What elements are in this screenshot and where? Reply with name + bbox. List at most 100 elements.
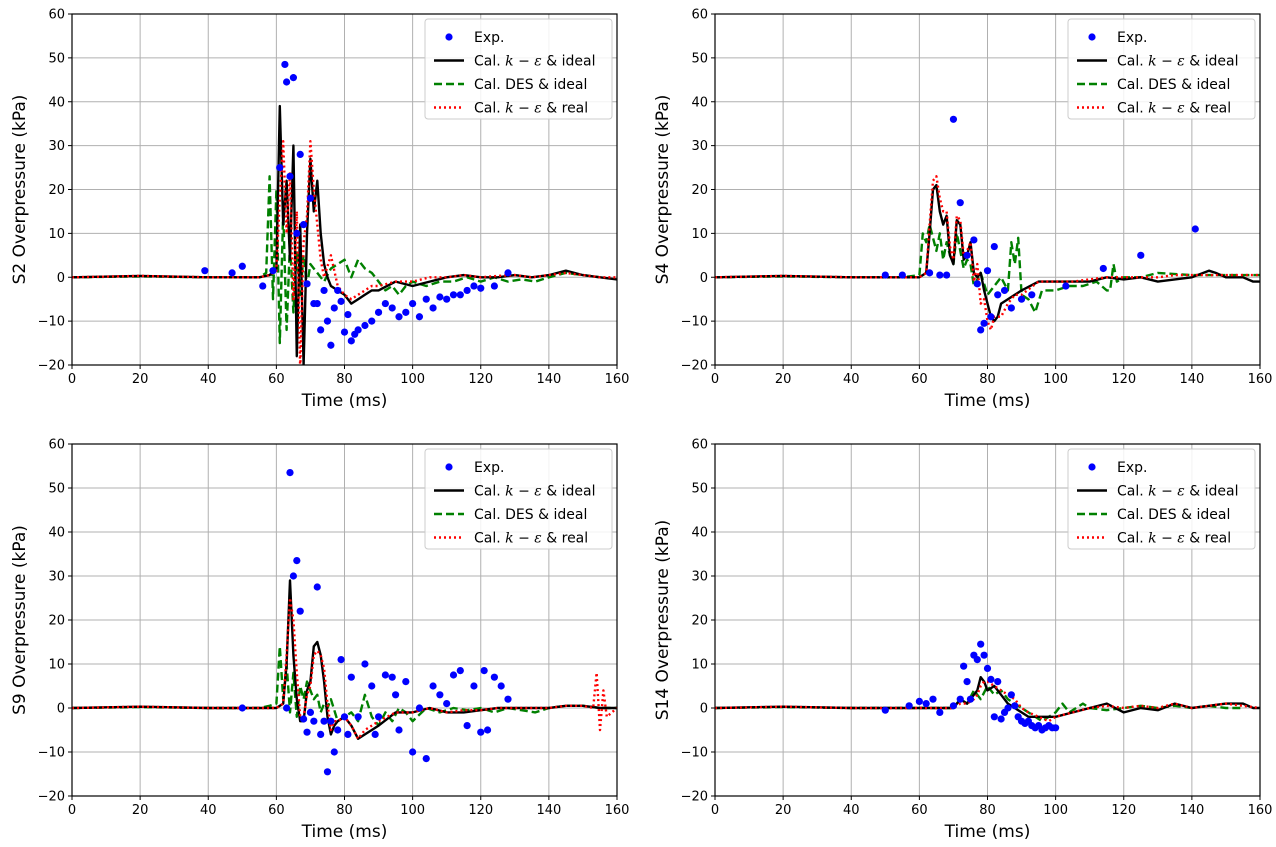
panel-s9: 0 20 40 60 80 100 120 140 160 −20 −10 0 10 20 30 40 50 60… xyxy=(10,438,629,843)
exp-point xyxy=(409,299,417,308)
exp-point xyxy=(313,583,321,591)
y-tick-label: −10 xyxy=(681,315,708,330)
exp-point xyxy=(374,713,383,721)
legend-label-ke-ideal: Cal. k − ε & ideal xyxy=(1117,484,1238,500)
y-tick-label: 10 xyxy=(48,227,65,242)
exp-point xyxy=(327,341,335,349)
exp-point xyxy=(368,317,376,325)
legend-label-ke-real: Cal. k − ε & real xyxy=(1117,531,1231,547)
y-tick-label: 50 xyxy=(691,482,708,497)
exp-point xyxy=(276,163,284,172)
legend-label-ke-real: Cal. k − ε & real xyxy=(474,531,588,547)
exp-point xyxy=(504,695,512,703)
y-tick-label: 0 xyxy=(700,271,708,286)
y-tick-label: 50 xyxy=(691,51,708,66)
x-tick-label: 0 xyxy=(68,803,76,818)
legend-label-exp: Exp. xyxy=(474,460,504,476)
y-tick-label: 10 xyxy=(48,658,65,673)
exp-point xyxy=(354,713,362,721)
exp-point xyxy=(300,715,308,723)
y-tick-label: 60 xyxy=(691,438,708,453)
exp-point xyxy=(881,271,889,279)
exp-point xyxy=(303,728,311,736)
exp-point xyxy=(497,682,505,690)
x-tick-label: 60 xyxy=(268,803,285,818)
x-tick-label: 0 xyxy=(68,372,76,387)
exp-point xyxy=(334,286,342,295)
exp-point xyxy=(490,673,498,681)
y-tick-label: 60 xyxy=(48,8,65,23)
exp-point xyxy=(402,308,410,316)
x-tick-label: 0 xyxy=(711,803,719,818)
exp-point xyxy=(286,469,294,477)
exp-point xyxy=(337,656,345,664)
series-line-des-ideal xyxy=(72,175,601,345)
legend: Exp. Cal. k − ε & ideal Cal. DES & ideal Ca… xyxy=(1067,18,1256,120)
y-tick-label: 10 xyxy=(691,658,708,673)
y-tick-label: 60 xyxy=(48,438,65,453)
exp-point xyxy=(477,728,485,736)
exp-point xyxy=(289,74,298,82)
y-tick-label: 50 xyxy=(48,51,65,66)
exp-point xyxy=(456,667,464,675)
exp-point xyxy=(238,704,246,712)
exp-point xyxy=(361,660,369,668)
x-tick-label: 100 xyxy=(400,372,425,387)
exp-point xyxy=(374,308,383,316)
exp-point xyxy=(347,673,355,681)
x-tick-label: 20 xyxy=(775,372,792,387)
exp-point xyxy=(963,251,971,259)
x-tick-label: 40 xyxy=(843,803,860,818)
x-tick-label: 120 xyxy=(1111,803,1136,818)
exp-point xyxy=(443,295,451,303)
x-tick-label: 60 xyxy=(911,372,928,387)
y-tick-label: −10 xyxy=(38,315,65,330)
x-tick-label: 80 xyxy=(979,372,996,387)
exp-point xyxy=(949,702,958,710)
y-tick-label: 60 xyxy=(691,8,708,23)
exp-point xyxy=(1062,282,1070,290)
legend: Exp. Cal. k − ε & ideal Cal. DES & ideal Ca… xyxy=(424,448,613,550)
exp-point xyxy=(970,236,978,244)
exp-point xyxy=(1007,304,1015,312)
exp-point xyxy=(391,691,400,699)
exp-point xyxy=(395,726,403,734)
exp-point xyxy=(477,284,485,292)
exp-point xyxy=(936,708,944,717)
x-tick-label: 80 xyxy=(979,803,996,818)
legend-box xyxy=(424,18,613,120)
exp-point xyxy=(1137,251,1145,259)
exp-point xyxy=(388,304,396,312)
exp-point xyxy=(323,317,332,325)
legend-marker-exp xyxy=(445,33,453,41)
exp-point xyxy=(929,695,937,703)
panel-s2: 0 20 40 60 80 100 120 140 160 −20 −10 0 10 20 30 40 50 60… xyxy=(10,8,629,412)
exp-point xyxy=(1099,264,1107,273)
exp-point xyxy=(987,675,995,684)
y-tick-label: 40 xyxy=(48,95,65,110)
exp-point xyxy=(296,607,304,615)
exp-point xyxy=(409,748,417,756)
legend-label-des-ideal: Cal. DES & ideal xyxy=(474,507,587,523)
panel-s14: 0 20 40 60 80 100 120 140 160 −20 −10 0 10 20 30 40 50 60… xyxy=(653,438,1272,843)
exp-point xyxy=(415,313,424,321)
legend-label-exp: Exp. xyxy=(1117,30,1147,46)
exp-point xyxy=(323,768,332,776)
exp-point xyxy=(238,262,246,270)
y-tick-label: 50 xyxy=(48,482,65,497)
exp-point xyxy=(317,326,325,334)
y-axis-label: S9 Overpressure (kPa) xyxy=(10,525,30,715)
y-tick-label: −20 xyxy=(681,790,708,805)
exp-point xyxy=(956,199,964,207)
series-line-ke-ideal xyxy=(715,183,1260,323)
exp-point xyxy=(470,682,478,690)
legend-label-ke-ideal: Cal. k − ε & ideal xyxy=(1117,54,1238,70)
exp-point xyxy=(1004,704,1012,712)
x-tick-label: 80 xyxy=(336,803,353,818)
exp-point xyxy=(354,326,362,334)
exp-point xyxy=(286,172,294,180)
exp-point xyxy=(422,295,430,303)
exp-point xyxy=(300,221,308,229)
exp-point xyxy=(371,730,379,739)
